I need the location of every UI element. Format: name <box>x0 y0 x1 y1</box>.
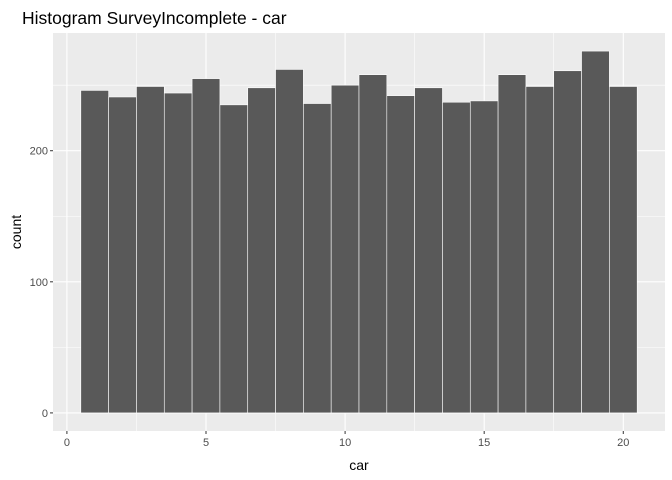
histogram-bar <box>414 87 443 414</box>
y-tick-label: 0 <box>42 408 48 420</box>
x-tick-label: 0 <box>64 437 70 449</box>
y-axis: 0 100 200 <box>30 146 53 420</box>
x-tick-label: 20 <box>617 437 629 449</box>
histogram-bar <box>191 78 221 414</box>
chart-title: Histogram SurveyIncomplete - car <box>22 8 287 28</box>
histogram-bar <box>108 96 137 414</box>
histogram-bar <box>303 103 332 414</box>
histogram-bar <box>136 86 165 414</box>
histogram-bar <box>609 86 638 414</box>
histogram-bar <box>275 69 304 414</box>
y-tick-label: 100 <box>30 277 48 289</box>
histogram-bars <box>80 50 638 414</box>
histogram-bar <box>358 74 388 414</box>
histogram-bar <box>80 90 109 414</box>
x-tick-label: 10 <box>339 437 351 449</box>
y-axis-title: count <box>8 215 24 249</box>
x-axis: 0 5 10 15 20 <box>64 431 629 449</box>
histogram-bar <box>386 95 415 414</box>
histogram-bar <box>330 84 360 414</box>
histogram-bar <box>163 92 193 414</box>
y-tick-label: 200 <box>30 146 48 158</box>
histogram-bar <box>553 70 582 414</box>
histogram-bar <box>442 101 471 414</box>
histogram-bar <box>469 100 499 414</box>
x-axis-title: car <box>349 457 369 473</box>
histogram-bar <box>581 50 610 414</box>
x-tick-label: 15 <box>478 437 490 449</box>
histogram-bar <box>525 86 555 414</box>
histogram-bar <box>219 104 249 414</box>
histogram-bar <box>247 87 276 414</box>
histogram-bar <box>497 74 527 414</box>
x-tick-label: 5 <box>203 437 209 449</box>
